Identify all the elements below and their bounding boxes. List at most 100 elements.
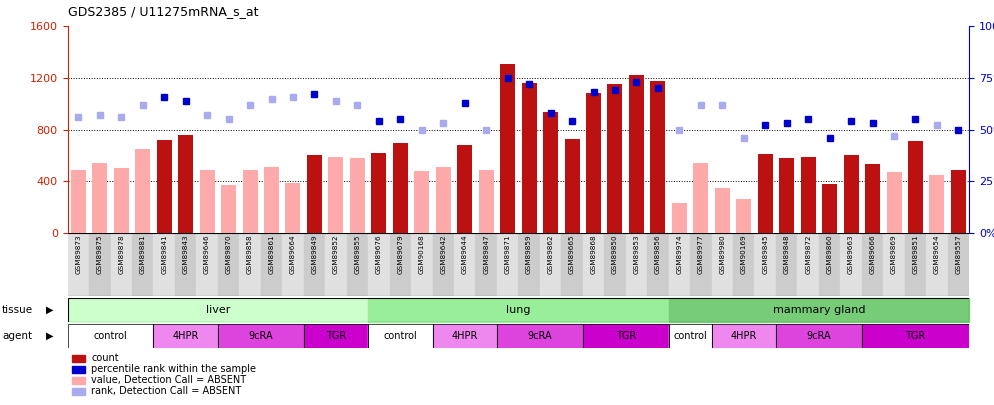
Text: 4HPR: 4HPR xyxy=(731,331,757,341)
Bar xyxy=(347,233,368,296)
Text: GSM89859: GSM89859 xyxy=(526,235,532,274)
Bar xyxy=(71,170,85,233)
Text: GSM89666: GSM89666 xyxy=(870,235,876,274)
Bar xyxy=(650,81,665,233)
Text: control: control xyxy=(384,331,417,341)
Text: GSM89557: GSM89557 xyxy=(955,235,961,274)
Bar xyxy=(822,184,837,233)
Bar xyxy=(218,233,240,296)
Text: 4HPR: 4HPR xyxy=(451,331,478,341)
Bar xyxy=(132,233,153,296)
Text: GSM89868: GSM89868 xyxy=(590,235,596,274)
Bar xyxy=(110,233,132,296)
Bar xyxy=(435,167,450,233)
Bar xyxy=(865,164,880,233)
Text: GSM89875: GSM89875 xyxy=(96,235,102,274)
Text: GSM89642: GSM89642 xyxy=(440,235,446,274)
Bar xyxy=(582,233,604,296)
Bar xyxy=(243,170,257,233)
Bar xyxy=(776,324,862,348)
Text: ▶: ▶ xyxy=(46,305,54,315)
Bar xyxy=(586,94,601,233)
Bar xyxy=(519,233,540,296)
Text: count: count xyxy=(91,354,119,363)
Bar xyxy=(368,324,432,348)
Text: GSM89872: GSM89872 xyxy=(805,235,811,274)
Bar xyxy=(153,324,218,348)
Text: GSM89873: GSM89873 xyxy=(76,235,82,274)
Bar xyxy=(432,233,454,296)
Text: GSM89644: GSM89644 xyxy=(461,235,468,274)
Bar xyxy=(264,167,279,233)
Bar xyxy=(135,149,150,233)
Bar xyxy=(432,324,497,348)
Bar xyxy=(178,135,193,233)
Bar xyxy=(582,324,669,348)
Text: GSM89852: GSM89852 xyxy=(333,235,339,274)
Text: GSM89853: GSM89853 xyxy=(633,235,639,274)
Bar xyxy=(282,233,304,296)
Text: GSM89870: GSM89870 xyxy=(226,235,232,274)
Bar xyxy=(372,153,387,233)
Text: GSM89862: GSM89862 xyxy=(548,235,554,274)
Text: GSM89974: GSM89974 xyxy=(676,235,682,274)
Bar xyxy=(543,111,558,233)
Text: GSM89869: GSM89869 xyxy=(891,235,897,274)
Bar xyxy=(92,163,107,233)
Bar xyxy=(500,64,515,233)
Bar xyxy=(325,233,347,296)
Bar xyxy=(350,158,365,233)
Bar xyxy=(307,156,322,233)
Text: GSM89664: GSM89664 xyxy=(290,235,296,274)
Text: GSM89847: GSM89847 xyxy=(483,235,489,274)
Bar xyxy=(779,158,794,233)
Bar xyxy=(475,233,497,296)
Text: TGR: TGR xyxy=(615,331,636,341)
Text: ▶: ▶ xyxy=(46,331,54,341)
Text: liver: liver xyxy=(206,305,230,315)
Bar xyxy=(197,233,218,296)
Bar xyxy=(819,233,840,296)
Bar xyxy=(926,233,947,296)
Bar xyxy=(797,233,819,296)
Bar xyxy=(669,298,969,322)
Text: GSM89654: GSM89654 xyxy=(934,235,940,274)
Text: agent: agent xyxy=(2,331,32,341)
Text: GSM89878: GSM89878 xyxy=(118,235,124,274)
Bar xyxy=(694,163,709,233)
Text: GSM89861: GSM89861 xyxy=(268,235,274,274)
Bar xyxy=(200,170,215,233)
Bar xyxy=(562,233,582,296)
Bar xyxy=(776,324,862,348)
Text: GSM89871: GSM89871 xyxy=(505,235,511,274)
Bar xyxy=(887,172,902,233)
Bar xyxy=(368,298,669,322)
Bar xyxy=(522,83,537,233)
Bar xyxy=(457,145,472,233)
Bar xyxy=(862,233,884,296)
Bar xyxy=(240,233,260,296)
Bar xyxy=(776,233,797,296)
Bar xyxy=(432,324,497,348)
Bar xyxy=(625,233,647,296)
Bar xyxy=(285,183,300,233)
Text: control: control xyxy=(93,331,127,341)
Bar xyxy=(304,324,368,348)
Bar xyxy=(947,233,969,296)
Text: value, Detection Call = ABSENT: value, Detection Call = ABSENT xyxy=(91,375,247,385)
Bar xyxy=(540,233,562,296)
Bar xyxy=(884,233,905,296)
Bar xyxy=(497,324,582,348)
Bar xyxy=(715,188,730,233)
Text: GSM89977: GSM89977 xyxy=(698,235,704,274)
Bar xyxy=(565,139,580,233)
Text: GSM89980: GSM89980 xyxy=(720,235,726,274)
Bar xyxy=(647,233,669,296)
Bar xyxy=(390,233,412,296)
Text: GSM89676: GSM89676 xyxy=(376,235,382,274)
Bar xyxy=(68,298,368,322)
Text: GSM89851: GSM89851 xyxy=(912,235,918,274)
Text: GSM90168: GSM90168 xyxy=(418,235,424,274)
Bar xyxy=(412,233,432,296)
Bar xyxy=(328,157,343,233)
